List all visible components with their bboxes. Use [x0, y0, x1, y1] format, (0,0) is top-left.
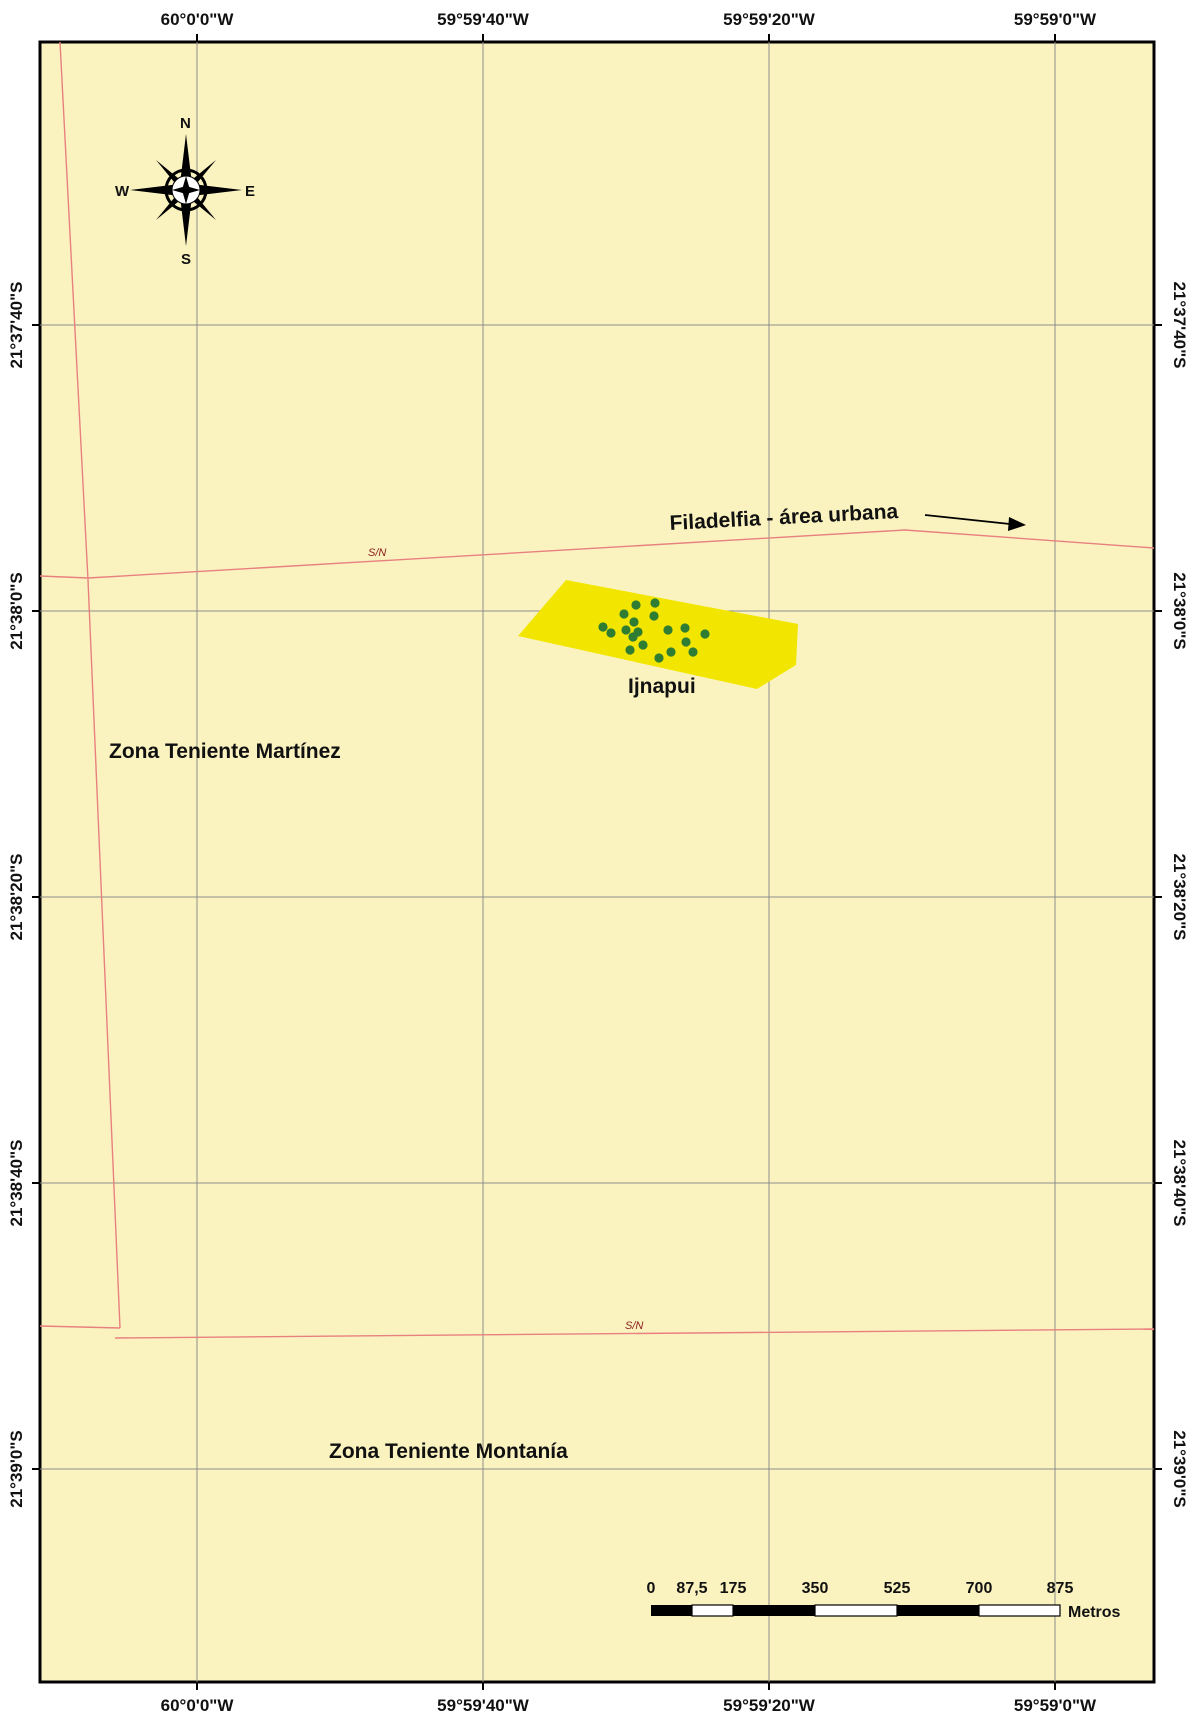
settlement-point [638, 640, 648, 650]
latitude-label: 21°37'40"S [7, 282, 26, 369]
longitude-label: 60°0'0"W [161, 1696, 235, 1715]
settlement-point [649, 611, 659, 621]
longitude-label: 59°59'0"W [1014, 10, 1097, 29]
longitude-label: 59°59'20"W [723, 10, 816, 29]
zone-label-martinez: Zona Teniente Martínez [109, 740, 341, 763]
latitude-labels-right: 21°37'40"S 21°38'0"S 21°38'20"S 21°38'40… [1170, 282, 1189, 1508]
roads [39, 41, 1155, 1339]
longitude-label: 59°59'40"W [437, 10, 530, 29]
compass-north: N [180, 115, 191, 132]
settlement-point [700, 629, 710, 639]
right-arrow-icon [924, 514, 1026, 531]
scale-unit: Metros [1068, 1604, 1121, 1621]
longitude-label: 59°59'20"W [723, 1696, 816, 1715]
latitude-label: 21°39'0"S [7, 1430, 26, 1508]
latitude-label: 21°38'20"S [1170, 854, 1189, 941]
settlement-point [598, 622, 608, 632]
settlement-points [598, 598, 710, 663]
community-label: Ijnapui [628, 675, 696, 698]
settlement-point [681, 637, 691, 647]
scale-tick-label: 875 [1047, 1580, 1074, 1597]
road-south [114, 1328, 1155, 1339]
compass-rose-icon: N S W E [115, 115, 255, 268]
latitude-label: 21°38'0"S [1170, 572, 1189, 650]
frame-ticks [32, 34, 1162, 1690]
compass-east: E [245, 183, 255, 200]
settlement-point [621, 625, 631, 635]
compass-west: W [115, 183, 130, 200]
scale-tick-label: 525 [884, 1580, 911, 1597]
road-north [39, 529, 1155, 579]
road-south-west [39, 1325, 121, 1329]
settlement-point [631, 600, 641, 610]
settlement-point [688, 647, 698, 657]
settlement-point [650, 598, 660, 608]
settlement-point [680, 623, 690, 633]
settlement-point [629, 617, 639, 627]
scale-tick-label: 0 [647, 1580, 656, 1597]
latitude-label: 21°38'40"S [1170, 1140, 1189, 1227]
road-label: S/N [625, 1320, 643, 1332]
scale-tick-label: 87,5 [676, 1580, 707, 1597]
settlement-point [619, 609, 629, 619]
longitude-labels-top: 60°0'0"W 59°59'40"W 59°59'20"W 59°59'0"W [161, 10, 1097, 29]
latitude-label: 21°39'0"S [1170, 1430, 1189, 1508]
road-label: S/N [368, 547, 386, 559]
longitude-label: 60°0'0"W [161, 10, 235, 29]
longitude-label: 59°59'40"W [437, 1696, 530, 1715]
settlement-point [625, 645, 635, 655]
community-polygon [518, 580, 798, 689]
settlement-point [606, 628, 616, 638]
latitude-label: 21°38'20"S [7, 854, 26, 941]
latitude-label: 21°38'0"S [7, 572, 26, 650]
longitude-labels-bottom: 60°0'0"W 59°59'40"W 59°59'20"W 59°59'0"W [161, 1696, 1097, 1715]
road-west-boundary [59, 41, 121, 1329]
scale-tick-label: 700 [966, 1580, 993, 1597]
settlement-point [654, 653, 664, 663]
scale-tick-label: 350 [802, 1580, 829, 1597]
longitude-label: 59°59'0"W [1014, 1696, 1097, 1715]
latitude-labels-left: 21°37'40"S 21°38'0"S 21°38'20"S 21°38'40… [7, 282, 26, 1508]
latitude-label: 21°38'40"S [7, 1140, 26, 1227]
settlement-point [663, 625, 673, 635]
settlement-point [633, 627, 643, 637]
settlement-point [666, 647, 676, 657]
compass-south: S [181, 251, 191, 268]
scale-bar: 0 87,5 175 350 525 700 875 Metros [647, 1580, 1121, 1621]
scale-tick-label: 175 [720, 1580, 747, 1597]
zone-label-montania: Zona Teniente Montanía [329, 1440, 568, 1463]
latitude-label: 21°37'40"S [1170, 282, 1189, 369]
map-frame [38, 40, 1156, 1684]
